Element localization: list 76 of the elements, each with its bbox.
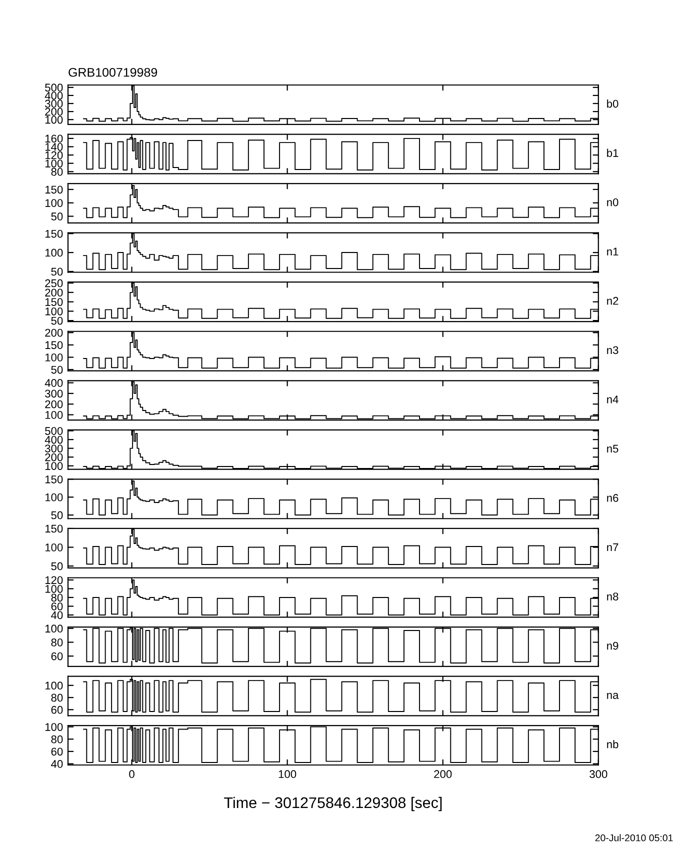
y-tick-label: 80 [51,694,63,702]
y-tick-label: 100 [45,462,63,470]
y-tick-label: 100 [45,199,63,207]
y-tick-label: 50 [51,562,63,570]
y-tick-label: 40 [51,611,63,620]
legend-label: b0 [607,100,618,108]
y-tick-label: 140 [45,142,63,151]
series-label: n2 [607,296,618,305]
y-tick-label: 150 [45,230,63,238]
y-tick-label: 100 [45,307,63,316]
y-tick-label: 250 [45,279,63,288]
x-tick-label: 0 [129,770,134,778]
y-tick-label: 60 [51,652,63,660]
y-tick-label: 50 [51,316,63,325]
y-tick-label: 60 [51,748,63,756]
x-tick-label: 300 [590,770,608,778]
y-tick-label: 200 [45,400,63,408]
y-tick-label: 100 [45,160,63,168]
y-tick-label: 150 [45,298,63,306]
y-tick-label: 400 [44,379,63,387]
y-tick-label: 300 [45,390,63,398]
y-tick-label: 100 [45,544,63,552]
legend-label: n7 [607,543,618,552]
series-label: nb [607,740,618,748]
y-tick-label: 400 [44,92,63,100]
y-tick-label: 100 [45,624,63,633]
series-label: n3 [607,346,618,354]
y-tick-label: 120 [45,151,63,160]
x-tick-label: 200 [434,770,452,778]
y-tick-label: 150 [45,475,63,484]
y-tick-label: 60 [51,602,63,610]
y-tick-label: 150 [45,524,63,533]
x-tick-label: 100 [278,770,296,778]
y-tick-label: 500 [45,84,63,92]
y-tick-label: 150 [45,341,63,350]
y-tick-label: 160 [45,134,63,143]
y-tick-label: 50 [51,366,63,374]
series-label: n0 [607,198,618,206]
y-tick-label: 300 [45,444,63,452]
y-tick-label: 300 [45,100,63,108]
y-tick-label: 100 [45,354,63,362]
y-tick-label: 50 [51,511,63,520]
series-label: n8 [607,592,618,600]
y-tick-label: 100 [45,682,63,690]
y-tick-label: 200 [45,453,63,462]
y-tick-label: 80 [51,638,63,646]
y-tick-label: 200 [45,288,63,297]
y-tick-label: 60 [51,706,63,714]
y-tick-label: 500 [45,427,63,435]
y-tick-label: 200 [45,108,63,116]
y-tick-label: 100 [45,493,63,502]
y-tick-label: 100 [45,116,63,124]
legend-label: n1 [607,248,618,256]
y-tick-label: 50 [51,212,63,220]
y-tick-label: 80 [51,735,63,744]
y-tick-label: 100 [45,723,63,731]
y-tick-label: 150 [45,186,63,194]
x-axis-title: Time − 301275846.129308 [sec] [224,796,442,812]
y-tick-label: 100 [45,584,63,593]
y-tick-label: 100 [45,248,63,257]
y-tick-label: 200 [45,328,63,337]
series-label: b1 [607,148,618,157]
legend-label: n4 [607,396,618,404]
y-tick-label: 50 [51,268,63,276]
y-tick-label: 100 [45,411,63,419]
text: 20-Jul-2010 05:01 [595,834,673,842]
series-label: n9 [607,642,618,650]
y-tick-label: 80 [51,594,63,602]
series-label: n5 [607,444,618,453]
y-tick-label: 120 [45,576,63,584]
y-tick-label: 80 [51,168,63,176]
series-label: n6 [607,494,618,502]
y-tick-label: 400 [44,436,63,444]
legend-label: na [607,692,619,699]
chart-title: GRB100719989 [68,68,158,77]
y-tick-label: 40 [51,760,63,768]
